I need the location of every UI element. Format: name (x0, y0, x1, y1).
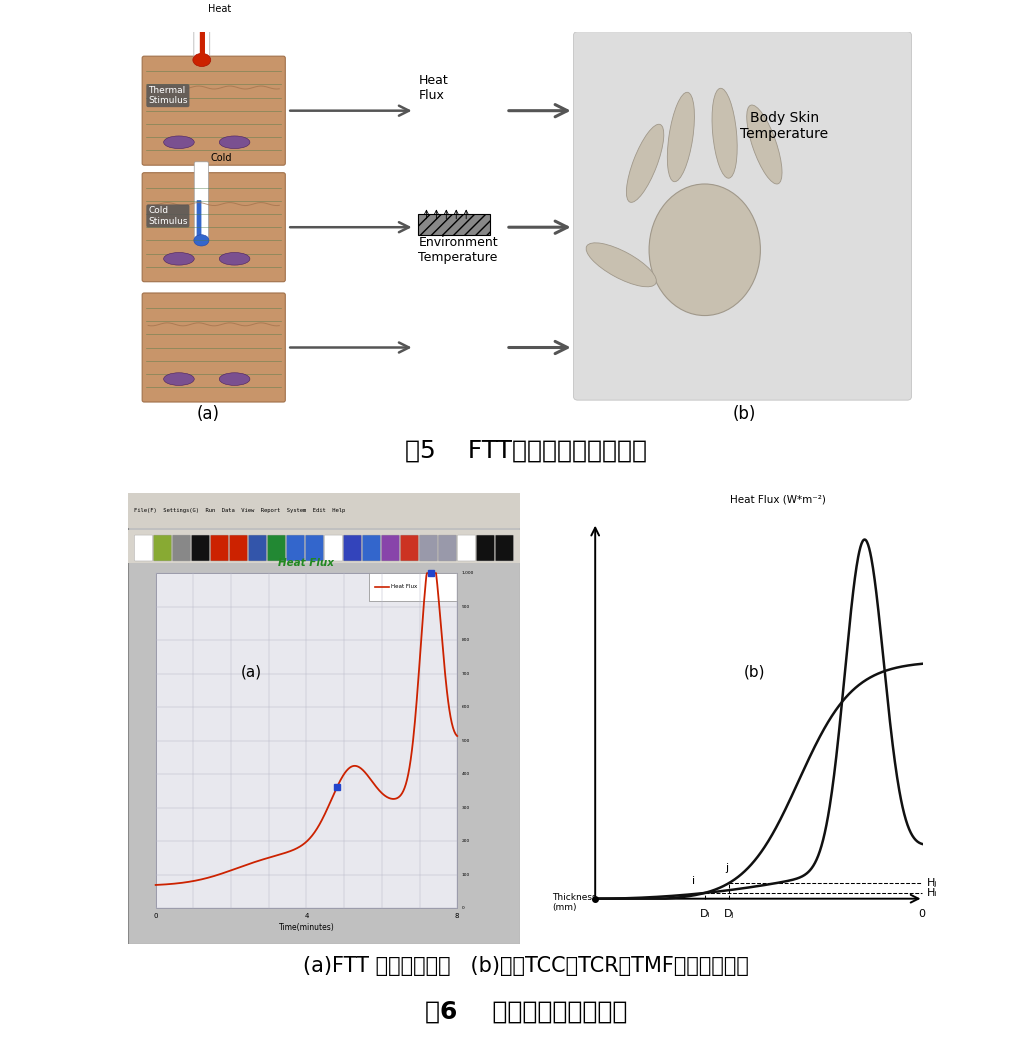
Text: (b): (b) (733, 405, 756, 423)
Text: 8: 8 (455, 913, 460, 919)
FancyBboxPatch shape (128, 493, 520, 944)
Ellipse shape (627, 124, 664, 202)
Text: Time(minutes): Time(minutes) (278, 923, 334, 932)
Ellipse shape (220, 253, 250, 266)
FancyBboxPatch shape (194, 7, 209, 60)
Ellipse shape (747, 105, 782, 184)
FancyBboxPatch shape (156, 573, 458, 909)
Ellipse shape (193, 53, 210, 67)
Ellipse shape (220, 135, 250, 148)
Ellipse shape (163, 253, 194, 266)
FancyBboxPatch shape (194, 162, 208, 240)
Text: Thermal
Stimulus: Thermal Stimulus (148, 86, 188, 106)
FancyBboxPatch shape (154, 535, 171, 561)
FancyBboxPatch shape (382, 535, 399, 561)
FancyBboxPatch shape (172, 535, 191, 561)
Text: 100: 100 (462, 873, 470, 877)
Text: 800: 800 (462, 638, 470, 642)
Text: Heat
Flux: Heat Flux (419, 74, 448, 103)
FancyBboxPatch shape (420, 535, 437, 561)
FancyBboxPatch shape (400, 535, 419, 561)
Text: (a)FTT 典型测量曲线   (b)指数TCC、TCR和TMF的计算示意图: (a)FTT 典型测量曲线 (b)指数TCC、TCR和TMF的计算示意图 (303, 955, 749, 975)
FancyBboxPatch shape (496, 535, 513, 561)
Text: Hⱼ: Hⱼ (928, 878, 938, 888)
Text: i: i (692, 876, 695, 886)
Text: (a): (a) (241, 664, 262, 679)
Text: 0: 0 (918, 910, 925, 919)
Text: File(F)  Settings(G)  Run  Data  View  Report  System  Edit  Help: File(F) Settings(G) Run Data View Report… (134, 508, 346, 513)
Text: (b): (b) (744, 664, 764, 679)
Ellipse shape (712, 88, 738, 178)
Ellipse shape (194, 235, 209, 247)
Text: Environment
Temperature: Environment Temperature (419, 236, 498, 263)
Text: 900: 900 (462, 605, 470, 608)
FancyBboxPatch shape (458, 535, 475, 561)
FancyBboxPatch shape (344, 535, 361, 561)
FancyBboxPatch shape (230, 535, 247, 561)
FancyBboxPatch shape (128, 493, 520, 528)
Ellipse shape (586, 243, 657, 287)
Ellipse shape (163, 135, 194, 148)
Text: 300: 300 (462, 806, 470, 809)
FancyBboxPatch shape (200, 20, 205, 60)
Text: 500: 500 (462, 738, 470, 743)
Text: Cold
Stimulus: Cold Stimulus (148, 206, 188, 225)
Text: 图6    热流模块指数计算图: 图6 热流模块指数计算图 (425, 1000, 627, 1023)
FancyBboxPatch shape (210, 535, 229, 561)
FancyBboxPatch shape (438, 535, 457, 561)
FancyBboxPatch shape (248, 535, 267, 561)
FancyBboxPatch shape (476, 535, 495, 561)
Ellipse shape (220, 372, 250, 385)
Text: Cold: Cold (211, 152, 233, 163)
FancyBboxPatch shape (134, 535, 153, 561)
Text: Dᵢ: Dᵢ (700, 910, 710, 919)
Text: 4: 4 (305, 913, 309, 919)
Text: Heat Flux: Heat Flux (278, 558, 334, 568)
Text: 600: 600 (462, 706, 470, 709)
FancyBboxPatch shape (143, 56, 285, 165)
Text: 400: 400 (462, 772, 470, 777)
FancyBboxPatch shape (143, 172, 285, 281)
Text: 图5    FTT热流测试原理示意图: 图5 FTT热流测试原理示意图 (405, 438, 646, 462)
Text: 1,000: 1,000 (462, 571, 474, 576)
FancyBboxPatch shape (369, 573, 458, 601)
Text: (a): (a) (196, 405, 220, 423)
Text: Heat Flux: Heat Flux (391, 584, 417, 589)
FancyBboxPatch shape (268, 535, 285, 561)
Text: j: j (725, 863, 728, 874)
Ellipse shape (649, 184, 760, 315)
Text: Thickness
(mm): Thickness (mm) (552, 893, 597, 912)
Text: Heat: Heat (207, 4, 231, 14)
FancyBboxPatch shape (286, 535, 305, 561)
FancyBboxPatch shape (419, 214, 490, 235)
FancyBboxPatch shape (574, 32, 911, 400)
Text: Hᵢ: Hᵢ (928, 888, 938, 898)
FancyBboxPatch shape (192, 535, 209, 561)
Text: 200: 200 (462, 839, 470, 843)
FancyBboxPatch shape (197, 200, 201, 239)
Text: Heat Flux (W*m⁻²): Heat Flux (W*m⁻²) (731, 494, 826, 504)
Text: 0: 0 (462, 907, 465, 911)
FancyBboxPatch shape (324, 535, 343, 561)
Text: 700: 700 (462, 672, 470, 676)
Text: Body Skin
Temperature: Body Skin Temperature (740, 111, 828, 141)
Text: 0: 0 (154, 913, 158, 919)
FancyBboxPatch shape (362, 535, 381, 561)
Text: Dⱼ: Dⱼ (724, 910, 735, 919)
FancyBboxPatch shape (306, 535, 323, 561)
FancyBboxPatch shape (128, 530, 520, 563)
Ellipse shape (667, 92, 695, 182)
FancyBboxPatch shape (143, 293, 285, 402)
Ellipse shape (163, 372, 194, 385)
